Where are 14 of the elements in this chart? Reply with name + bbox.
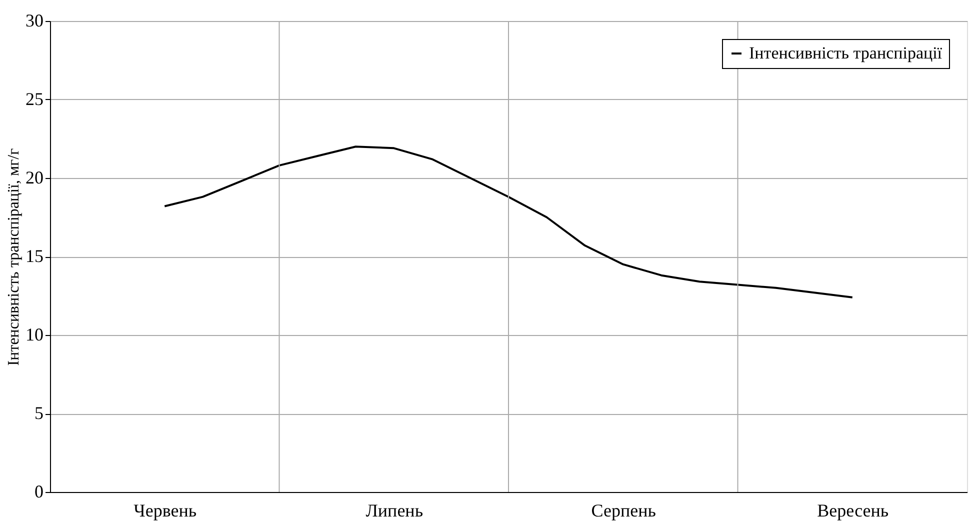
y-tick-label: 20 — [26, 168, 44, 188]
y-tick-label: 10 — [26, 324, 44, 344]
y-tick-label: 15 — [26, 246, 44, 266]
y-axis-title: Інтенсивність транспірації, мг/г — [6, 148, 22, 366]
y-tick-label: 5 — [34, 403, 44, 423]
x-tick-label: Серпень — [591, 500, 656, 520]
y-tick-label: 25 — [26, 89, 44, 109]
y-tick-label: 30 — [26, 10, 44, 30]
line-series — [164, 146, 854, 298]
x-tick-label: Вересень — [817, 500, 889, 520]
x-tick-label: Липень — [366, 500, 424, 520]
x-tick-label: Червень — [134, 500, 197, 520]
y-tick-label: 0 — [34, 482, 44, 502]
legend-label: Інтенсивність транспірації — [749, 44, 942, 62]
